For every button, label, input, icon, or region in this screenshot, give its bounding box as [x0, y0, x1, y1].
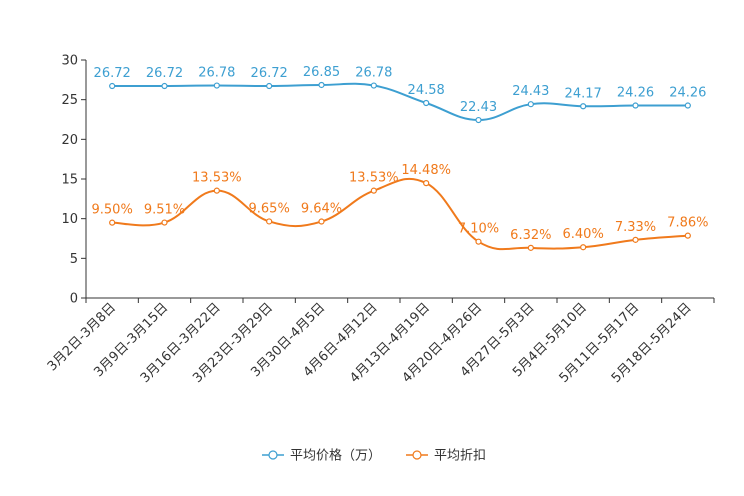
data-label: 9.51%	[144, 203, 185, 218]
data-point[interactable]	[213, 187, 220, 194]
data-point[interactable]	[318, 218, 325, 225]
data-point[interactable]	[684, 232, 691, 239]
y-tick-label: 10	[61, 212, 78, 227]
legend-marker	[268, 450, 278, 460]
data-label: 26.78	[355, 66, 392, 81]
data-label: 24.26	[669, 86, 706, 101]
data-label: 26.78	[198, 66, 235, 81]
series-lines	[112, 82, 688, 251]
legend-label: 平均价格（万）	[290, 448, 381, 464]
data-point[interactable]	[318, 81, 325, 89]
series-points	[109, 81, 691, 251]
data-label: 6.40%	[563, 227, 604, 242]
data-label: 7.10%	[458, 222, 499, 237]
data-point[interactable]	[161, 219, 168, 226]
y-tick-label: 20	[61, 133, 78, 148]
data-label: 9.50%	[92, 203, 133, 218]
data-label: 9.65%	[249, 201, 290, 216]
data-point[interactable]	[213, 82, 220, 89]
legend[interactable]: 平均价格（万） 平均折扣	[262, 448, 486, 464]
data-point[interactable]	[580, 244, 587, 251]
data-labels: 26.72 26.72 26.78 26.72 26.85 26.78 24.58 22.43…	[92, 65, 709, 243]
data-point[interactable]	[370, 187, 377, 194]
legend-marker	[412, 450, 422, 460]
data-point[interactable]	[109, 82, 116, 90]
data-point[interactable]	[266, 82, 273, 90]
data-label: 22.43	[460, 100, 497, 115]
data-point[interactable]	[109, 219, 116, 226]
y-tick-label: 25	[61, 93, 78, 108]
legend-item-1[interactable]: 平均折扣	[406, 449, 486, 464]
y-tick-label: 15	[61, 173, 78, 188]
data-label: 24.43	[512, 84, 549, 99]
data-point[interactable]	[580, 103, 587, 110]
data-point[interactable]	[527, 244, 534, 251]
data-point[interactable]	[527, 101, 534, 108]
data-label: 24.17	[565, 86, 602, 101]
data-label: 7.33%	[615, 220, 656, 235]
data-point[interactable]	[632, 236, 639, 243]
data-label: 13.53%	[192, 171, 242, 186]
legend-item-0[interactable]: 平均价格（万）	[262, 448, 381, 464]
data-label: 24.58	[408, 83, 445, 98]
y-tick-label: 5	[70, 252, 78, 267]
data-point[interactable]	[632, 102, 639, 109]
data-point[interactable]	[475, 238, 482, 245]
data-label: 7.86%	[667, 216, 708, 231]
data-label: 26.85	[303, 65, 340, 80]
data-point[interactable]	[266, 218, 273, 225]
data-label: 6.32%	[510, 228, 551, 243]
data-label: 24.26	[617, 86, 654, 101]
data-label: 14.48%	[401, 163, 451, 178]
data-point[interactable]	[423, 180, 430, 187]
axes: 0510152025303月2日-3月8日3月9日-3月15日3月16日-3月2…	[45, 54, 715, 386]
data-label: 26.72	[251, 66, 288, 81]
data-point[interactable]	[423, 99, 430, 107]
data-label: 26.72	[94, 66, 131, 81]
legend-label: 平均折扣	[434, 449, 486, 464]
y-tick-label: 0	[70, 292, 78, 307]
data-label: 26.72	[146, 66, 183, 81]
data-label: 13.53%	[349, 171, 399, 186]
data-point[interactable]	[161, 82, 168, 90]
series-line-0	[112, 82, 688, 122]
data-point[interactable]	[370, 82, 377, 89]
y-tick-label: 30	[61, 54, 78, 69]
data-point[interactable]	[684, 102, 691, 109]
data-point[interactable]	[475, 116, 482, 124]
data-label: 9.64%	[301, 202, 342, 217]
